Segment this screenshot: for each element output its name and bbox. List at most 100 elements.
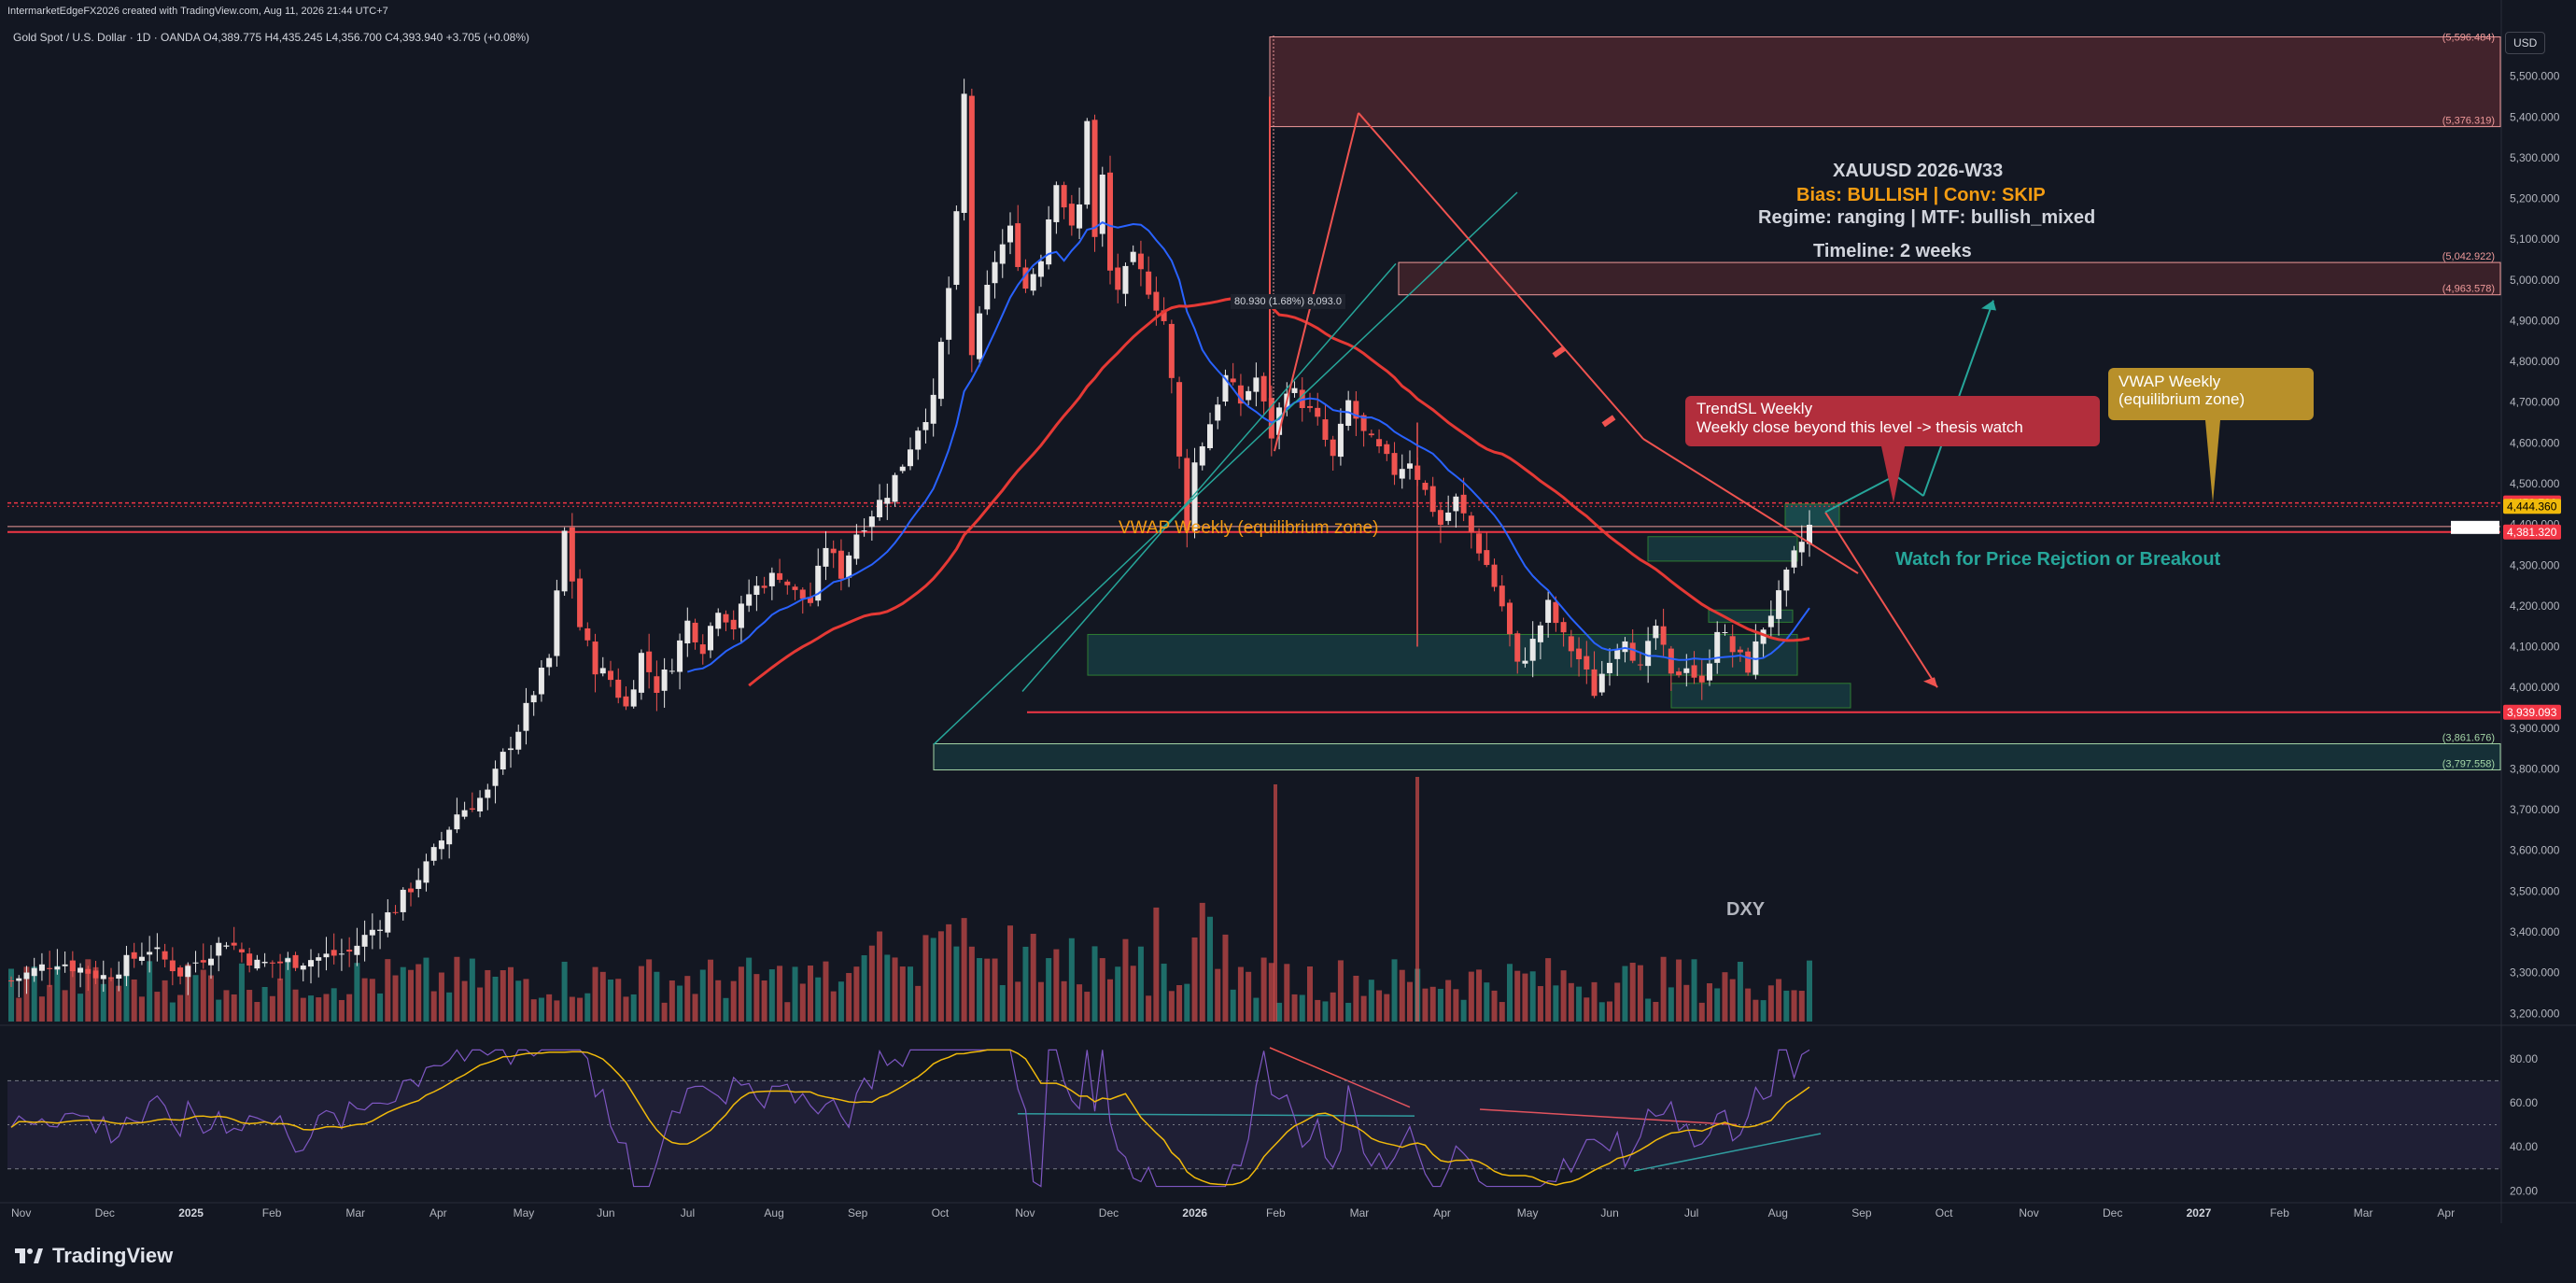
time-tick-label: Oct: [932, 1206, 950, 1220]
candle-body: [584, 627, 591, 641]
volume-bar: [1376, 990, 1383, 1022]
currency-button[interactable]: USD: [2505, 32, 2546, 54]
candle-body: [169, 960, 176, 972]
candle-body: [369, 929, 375, 936]
candle-body: [892, 474, 898, 502]
rsi-line: [10, 1049, 1810, 1188]
candle-body: [300, 966, 306, 970]
candle-body: [1460, 494, 1467, 514]
time-tick-label: Jul: [681, 1206, 695, 1220]
volume-bar: [1514, 970, 1521, 1022]
arrow-down-head: [1923, 677, 1937, 688]
volume-bar: [1407, 981, 1413, 1022]
candle-body: [1091, 120, 1098, 237]
candle-body: [1707, 663, 1712, 681]
rsi-divergence-teal-2: [1633, 1133, 1822, 1172]
volume-bar: [1798, 991, 1805, 1022]
volume-bar: [1622, 966, 1628, 1022]
candle-body: [523, 702, 529, 731]
candle-body: [354, 945, 360, 955]
candle-body: [1107, 172, 1113, 271]
measure-label: 80.930 (1.68%) 8,093.0: [1231, 294, 1345, 309]
symbol-line[interactable]: Gold Spot / U.S. Dollar · 1D · OANDA O4,…: [13, 31, 530, 44]
candle-body: [1315, 407, 1321, 417]
volume-bar: [1360, 995, 1367, 1022]
volume-bar: [1015, 981, 1021, 1022]
white-marker: [2451, 520, 2499, 534]
volume-bar: [92, 966, 99, 1022]
volume-bar: [1191, 937, 1198, 1022]
candle-body: [316, 957, 322, 961]
volume-bar: [1791, 990, 1797, 1022]
volume-spike-2: [1415, 777, 1419, 1022]
volume-bar: [223, 990, 230, 1022]
candle-body: [377, 929, 384, 931]
rsi-tick-label: 20.00: [2510, 1184, 2538, 1197]
volume-bar: [608, 980, 613, 1022]
volume-bar: [38, 996, 45, 1022]
candle-body: [899, 466, 906, 472]
candle-body: [392, 911, 399, 913]
candle-body: [1061, 185, 1067, 208]
vwap-callout-line1: VWAP Weekly: [2119, 373, 2221, 390]
volume-bar: [346, 994, 353, 1022]
candle-body: [1637, 664, 1643, 666]
candle-body: [216, 942, 222, 956]
volume-bar: [300, 997, 306, 1022]
trendline-teal-rising: [933, 191, 1518, 745]
volume-bar: [500, 970, 506, 1022]
volume-bar: [1614, 982, 1621, 1022]
candle-body: [922, 422, 929, 430]
volume-bar: [1776, 979, 1782, 1022]
candle-body: [1714, 631, 1721, 663]
volume-bar: [1468, 971, 1474, 1022]
volume-bar: [8, 968, 14, 1022]
time-tick-label: Jun: [597, 1206, 614, 1220]
volume-bar: [953, 946, 960, 1022]
volume-bar: [684, 976, 691, 1022]
volume-bar: [1691, 959, 1697, 1022]
moving-averages: [687, 221, 1810, 687]
trendsl-text: Weekly close beyond this level -> thesis…: [1696, 418, 2023, 436]
candle-body: [1660, 626, 1667, 645]
volume-bar: [1168, 991, 1175, 1022]
volume-bar: [108, 978, 114, 1022]
candle-body: [1260, 375, 1267, 402]
time-tick-label: Apr: [2437, 1206, 2455, 1220]
volume-bar: [1230, 989, 1236, 1022]
candle-body: [254, 959, 260, 969]
candle-body: [1798, 542, 1805, 553]
candle-body: [1161, 310, 1167, 321]
candle-body: [538, 668, 544, 695]
candle-body: [162, 951, 168, 960]
candle-body: [147, 952, 153, 955]
volume-bar: [1737, 961, 1743, 1022]
volume-bar: [138, 996, 145, 1022]
price-tick-label: 5,100.000: [2510, 233, 2560, 246]
candle-body: [1698, 675, 1705, 683]
time-tick-label: Apr: [429, 1206, 447, 1220]
volume-bar: [708, 959, 713, 1022]
candle-body: [1307, 405, 1313, 408]
trendsl-callout[interactable]: TrendSL Weekly Weekly close beyond this …: [1685, 396, 2100, 446]
vwap-callout[interactable]: VWAP Weekly (equilibrium zone): [2108, 368, 2314, 420]
candle-body: [1077, 204, 1083, 229]
demand-zone-1: [1087, 633, 1798, 676]
candle-body: [1360, 415, 1367, 431]
candle-body: [599, 668, 606, 674]
volume-bar: [884, 954, 891, 1022]
candle-body: [1676, 671, 1682, 676]
volume-bar: [823, 961, 829, 1022]
candle-body: [461, 810, 468, 817]
tradingview-logo[interactable]: TradingView: [15, 1244, 173, 1268]
candle-body: [561, 530, 568, 592]
volume-bar: [415, 964, 422, 1022]
volume-bar: [868, 945, 875, 1022]
candle-body: [1268, 398, 1274, 439]
candle-body: [85, 968, 91, 974]
candle-body: [569, 527, 575, 582]
candle-body: [508, 748, 514, 751]
volume-bar: [646, 959, 653, 1022]
volume-bar: [661, 1002, 668, 1022]
